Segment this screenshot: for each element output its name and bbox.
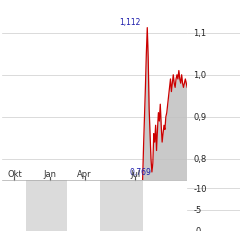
Text: Apr: Apr [77, 169, 92, 178]
Text: Jan: Jan [43, 169, 56, 178]
Text: 1,0: 1,0 [193, 71, 207, 80]
Text: -5: -5 [193, 205, 202, 214]
Text: 0,8: 0,8 [193, 155, 207, 164]
Bar [26, 180, 67, 231]
Text: Jul: Jul [130, 169, 141, 178]
Text: 1,1: 1,1 [193, 29, 207, 38]
Text: Okt: Okt [7, 169, 22, 178]
Text: -10: -10 [193, 184, 207, 193]
Text: 0,769: 0,769 [129, 168, 151, 177]
Bar [100, 180, 143, 231]
Text: 1,112: 1,112 [120, 17, 141, 26]
Text: 0,9: 0,9 [193, 113, 207, 122]
Text: -0: -0 [193, 227, 202, 231]
